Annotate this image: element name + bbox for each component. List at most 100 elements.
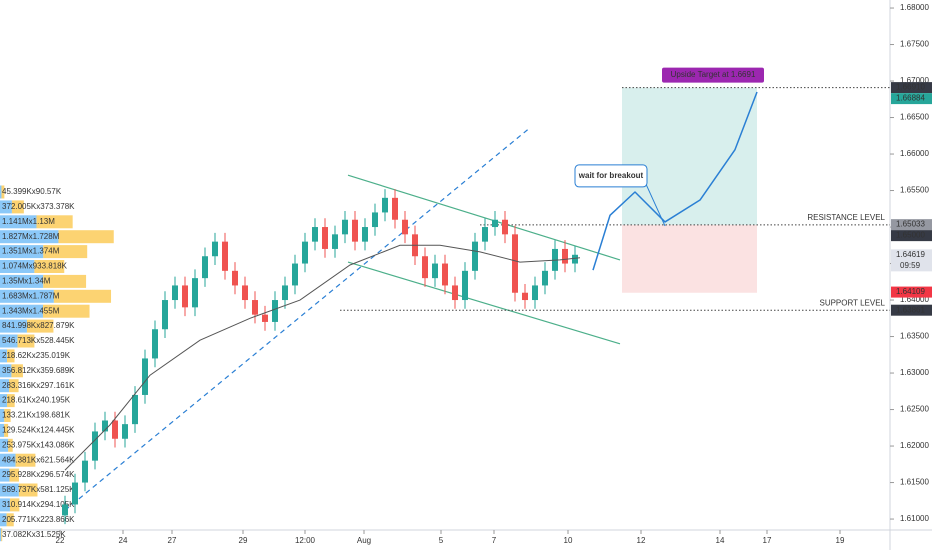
channel-upper <box>347 174 621 261</box>
volume-down <box>18 483 38 497</box>
callout-text: wait for breakout <box>578 171 644 180</box>
volume-up <box>0 394 7 408</box>
candle-body <box>252 300 258 315</box>
volume-down <box>15 453 36 467</box>
x-tick-label: 24 <box>119 536 128 545</box>
candle-body <box>422 256 428 279</box>
candle-body <box>262 314 268 322</box>
x-tick-label: 17 <box>763 536 772 545</box>
candle-body <box>92 431 98 461</box>
candle-body <box>232 270 238 286</box>
y-tick-label: 1.68000 <box>900 3 929 12</box>
volume-label: 129.524Kx124.445K <box>2 426 75 435</box>
volume-label: 283.316Kx297.161K <box>2 381 75 390</box>
candle-body <box>212 241 218 257</box>
volume-down <box>9 468 19 482</box>
candle-body <box>322 227 328 249</box>
volume-up <box>0 200 12 214</box>
callout-pointer <box>644 181 666 227</box>
volume-down <box>11 364 23 378</box>
volume-up <box>0 185 2 199</box>
y-tick-label: 1.62500 <box>900 405 929 414</box>
candle-body <box>542 270 548 286</box>
y-tick-label: 1.61000 <box>900 514 929 523</box>
candle-body <box>102 420 108 432</box>
candle-body <box>82 460 88 483</box>
channel-lower <box>347 261 621 345</box>
volume-up <box>0 304 43 318</box>
volume-up <box>0 319 27 333</box>
volume-up <box>0 513 7 527</box>
candle-body <box>372 212 378 228</box>
candle-body <box>502 219 508 235</box>
volume-up <box>0 215 37 229</box>
volume-down <box>4 423 9 437</box>
volume-label: 589.737Kx581.125K <box>2 485 75 494</box>
candle-body <box>172 285 178 301</box>
x-tick-label: 29 <box>239 536 248 545</box>
volume-down <box>6 349 15 363</box>
target-box <box>622 87 757 225</box>
candle-body <box>302 241 308 264</box>
volume-down <box>4 409 11 422</box>
price-label-bg <box>891 82 932 94</box>
x-tick-label: 12:00 <box>295 536 316 545</box>
volume-label: 1.343Mx1.455M <box>2 306 60 315</box>
x-tick-label: 14 <box>716 536 725 545</box>
volume-up <box>0 468 10 482</box>
y-tick-label: 1.64000 <box>900 295 929 304</box>
volume-down <box>1 185 5 199</box>
volume-down <box>6 394 15 408</box>
candle-body <box>452 285 458 301</box>
stop-box <box>622 224 757 293</box>
volume-label: 253.975Kx143.086K <box>2 440 75 449</box>
candle-body <box>442 263 448 286</box>
volume-label: 1.827Mx1.728M <box>2 232 60 241</box>
volume-label: 1.351Mx1.374M <box>2 247 60 256</box>
candle-body <box>142 358 148 395</box>
y-tick-label: 1.63500 <box>900 332 929 341</box>
moving-average <box>64 244 581 471</box>
candle-body <box>292 263 298 286</box>
volume-label: 310.914Kx294.105K <box>2 500 75 509</box>
y-tick-label: 1.67000 <box>900 76 929 85</box>
volume-label: 356.812Kx359.689K <box>2 366 75 375</box>
volume-up <box>0 379 10 393</box>
candle-body <box>202 256 208 279</box>
price-label-bg <box>891 93 932 105</box>
target-label: Upside Target at 1.6691 <box>671 70 756 79</box>
candle-body <box>402 219 408 235</box>
y-tick-label: 1.67500 <box>900 40 929 49</box>
projection-path <box>592 91 758 271</box>
volume-down <box>9 379 19 393</box>
candle-body <box>122 424 128 439</box>
volume-up <box>0 274 44 288</box>
candle-body <box>472 241 478 271</box>
x-tick-label: 12 <box>637 536 646 545</box>
x-tick-label: 27 <box>168 536 177 545</box>
volume-up <box>0 483 19 497</box>
volume-down <box>36 215 73 229</box>
price-label: 1.64109 <box>896 287 925 296</box>
price-label: 1.63861 <box>896 305 925 314</box>
volume-down <box>9 498 20 512</box>
volume-label: 1.35Mx1.34M <box>2 277 51 286</box>
price-label-bg <box>891 230 932 242</box>
volume-label: 546.713Kx528.445K <box>2 336 75 345</box>
y-tick-label: 1.62000 <box>900 441 929 450</box>
target-label-bg <box>662 67 764 83</box>
volume-up <box>0 498 10 512</box>
candle-body <box>462 270 468 301</box>
volume-down <box>53 289 112 303</box>
volume-down <box>43 245 88 259</box>
volume-up <box>0 349 7 363</box>
candle-body <box>562 248 568 264</box>
candle-body <box>182 285 188 308</box>
price-label: 1.66910 <box>896 83 925 92</box>
price-label: 1.64619 <box>896 250 925 259</box>
volume-label: 1.074Mx933.818K <box>2 262 68 271</box>
volume-up <box>0 334 18 348</box>
candle-body <box>482 227 488 242</box>
candle-body <box>152 329 158 359</box>
price-label-bg <box>891 286 932 298</box>
